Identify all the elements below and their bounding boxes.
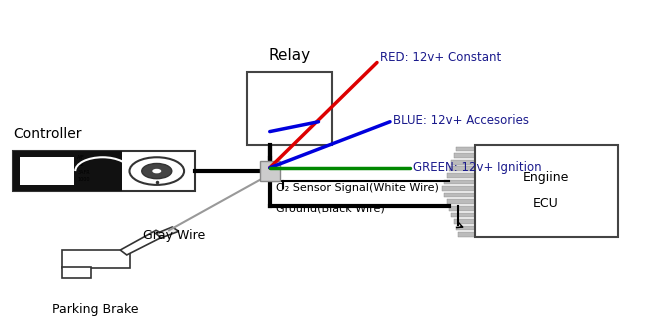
Circle shape	[152, 169, 161, 173]
Bar	[449, 166, 474, 171]
Text: O₂ Sensor Signal(White Wire): O₂ Sensor Signal(White Wire)	[276, 183, 439, 192]
Bar	[447, 199, 474, 204]
Text: Controller: Controller	[13, 127, 81, 141]
Bar	[20, 157, 74, 185]
Bar	[456, 147, 474, 151]
Circle shape	[142, 164, 172, 179]
Bar	[62, 250, 130, 268]
Bar	[13, 151, 122, 191]
Text: GREEN: 12v+ Ignition: GREEN: 12v+ Ignition	[413, 161, 541, 174]
Text: ECU: ECU	[533, 197, 559, 211]
Text: BLUE: 12v+ Accesories: BLUE: 12v+ Accesories	[393, 114, 529, 127]
Bar	[445, 180, 474, 184]
Bar	[13, 151, 195, 191]
Polygon shape	[120, 230, 166, 255]
Bar	[449, 206, 474, 211]
Text: Parking Brake: Parking Brake	[52, 303, 138, 316]
Bar	[260, 161, 280, 181]
Bar	[451, 160, 474, 164]
Text: Gray Wire: Gray Wire	[143, 229, 205, 242]
Text: Relay: Relay	[268, 47, 310, 63]
Bar	[451, 213, 474, 217]
Bar	[474, 145, 618, 237]
Bar	[454, 219, 474, 224]
Bar	[454, 153, 474, 158]
Text: RED: 12v+ Constant: RED: 12v+ Constant	[380, 51, 502, 64]
Bar	[458, 232, 474, 237]
Bar	[456, 226, 474, 230]
Bar	[447, 173, 474, 178]
Bar	[442, 186, 474, 191]
Text: Engiine: Engiine	[523, 171, 569, 184]
Bar	[62, 267, 91, 278]
Text: O2: O2	[77, 162, 84, 167]
Text: 3AFR: 3AFR	[77, 170, 90, 175]
Polygon shape	[156, 227, 179, 238]
Text: Ground(Black Wire): Ground(Black Wire)	[276, 204, 385, 214]
Bar	[445, 193, 474, 197]
Circle shape	[129, 157, 184, 185]
Text: 1000: 1000	[77, 177, 90, 183]
Text: A/F: A/F	[77, 155, 85, 160]
Bar	[247, 72, 332, 145]
